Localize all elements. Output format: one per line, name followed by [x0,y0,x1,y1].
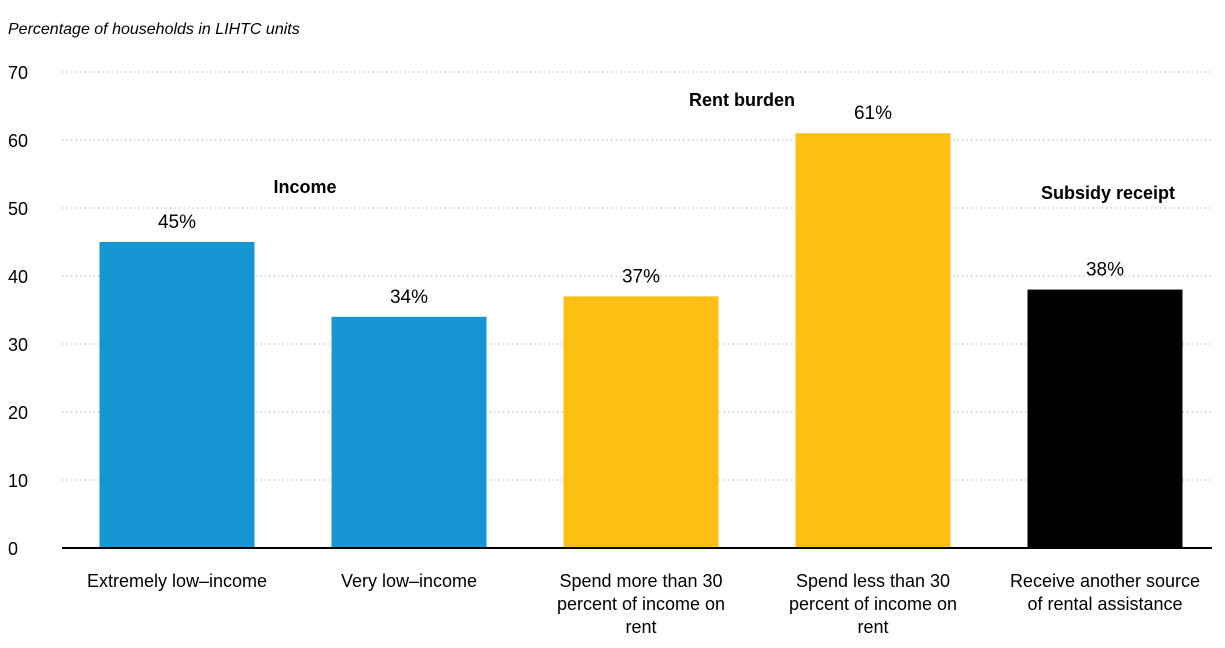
y-tick-label: 40 [8,267,28,287]
x-category-label-line: Receive another source [1010,571,1200,591]
y-tick-label: 10 [8,471,28,491]
group-label: Income [273,177,336,197]
bars [99,133,1183,548]
x-category-label: Spend less than 30 percent of income on re… [789,571,957,637]
group-label: Rent burden [689,90,795,110]
x-category-label-line: Spend less than 30 [796,571,950,591]
x-category-label: Spend more than 30 percent of income on re… [557,571,725,637]
x-category-label-line: Spend more than 30 [559,571,722,591]
group-label: Subsidy receipt [1041,183,1175,203]
data-labels: 45% 34% 37% 61% 38% [158,103,1124,308]
bar-value-label: 34% [390,287,428,308]
x-category-label-line: percent of income on [789,594,957,614]
x-category-label-line: of rental assistance [1027,594,1182,614]
y-axis-ticks: 0 10 20 30 40 50 60 70 [8,63,28,559]
group-labels: Income Rent burden Subsidy receipt [273,90,1175,203]
bar-value-label: 45% [158,212,196,233]
x-category-label: Extremely low–income [87,571,267,591]
x-category-label: Receive another source of rental assistan… [1010,571,1200,614]
y-tick-label: 20 [8,403,28,423]
bar [795,133,951,548]
x-category-label-line: rent [857,617,888,637]
y-tick-label: 0 [8,539,18,559]
y-tick-label: 50 [8,199,28,219]
x-axis-categories: Extremely low–income Very low–income Spend… [87,571,1200,637]
bar-value-label: 38% [1086,260,1124,281]
x-category-label-line: Extremely low–income [87,571,267,591]
y-tick-label: 60 [8,131,28,151]
bar [563,296,719,548]
bar-value-label: 37% [622,266,660,287]
bar [1027,289,1183,548]
y-tick-label: 30 [8,335,28,355]
x-category-label-line: rent [625,617,656,637]
bar-value-label: 61% [854,103,892,124]
y-axis-title: Percentage of households in LIHTC units [8,21,300,38]
y-tick-label: 70 [8,63,28,83]
x-category-label-line: Very low–income [341,571,477,591]
x-category-label-line: percent of income on [557,594,725,614]
bar [99,242,255,548]
bar [331,316,487,548]
x-category-label: Very low–income [341,571,477,591]
